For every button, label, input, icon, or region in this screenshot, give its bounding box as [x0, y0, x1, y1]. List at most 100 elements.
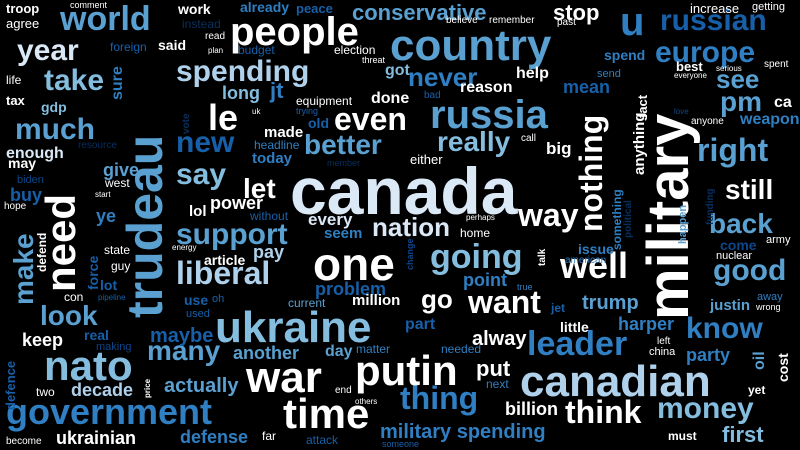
word-point: point: [463, 270, 507, 290]
word-lot: lot: [100, 277, 118, 293]
word-maybe: maybe: [150, 325, 214, 347]
word-le: le: [208, 97, 239, 138]
word-hope: hope: [4, 201, 27, 212]
word-got: got: [385, 62, 410, 79]
word-work: work: [178, 1, 211, 17]
word-lol: lol: [189, 203, 207, 220]
word-threat: threat: [362, 55, 386, 65]
word-mean: mean: [563, 77, 611, 97]
word-help: help: [516, 65, 549, 82]
word-issue: issue: [578, 241, 614, 257]
word-remember: remember: [489, 15, 535, 26]
word-read: read: [205, 31, 226, 42]
word-many: many: [147, 335, 221, 366]
word-old: old: [308, 115, 329, 131]
word-see: see: [716, 64, 760, 94]
word-defence: defence: [3, 360, 18, 410]
word-justin: justin: [710, 297, 750, 314]
word-election: election: [334, 43, 376, 57]
word-back: back: [709, 208, 773, 239]
word-made: made: [264, 124, 304, 141]
word-today: today: [252, 150, 293, 167]
word-life: life: [6, 73, 22, 87]
word-done: done: [371, 90, 410, 107]
word-part: part: [405, 316, 436, 333]
word-home: home: [460, 226, 491, 240]
word-getting: getting: [752, 1, 786, 13]
word-weapon: weapon: [740, 111, 800, 128]
word-buy: buy: [10, 185, 43, 205]
word-nuclear: nuclear: [716, 250, 753, 262]
word-start: start: [95, 190, 111, 199]
word-change: change: [405, 238, 415, 270]
word-love: love: [674, 107, 689, 116]
word-anyone: anyone: [691, 116, 724, 127]
word-make: make: [8, 233, 39, 305]
word-put: put: [476, 356, 511, 381]
word-think: think: [565, 394, 642, 430]
word-sure: sure: [109, 66, 126, 100]
word-west: west: [105, 176, 130, 190]
word-country: country: [390, 21, 552, 70]
word-price: price: [143, 378, 152, 398]
word-foreign: foreign: [110, 40, 147, 54]
word-already: already: [240, 0, 290, 15]
word-con: con: [64, 290, 84, 304]
word-support: support: [176, 218, 288, 251]
word-europe: europe: [655, 36, 756, 69]
word-billion: billion: [505, 399, 558, 419]
word-others: others: [355, 397, 378, 406]
word-current: current: [288, 296, 326, 310]
word-away: away: [757, 291, 783, 303]
word-know: know: [686, 312, 763, 345]
word-leader: leader: [527, 325, 628, 363]
word-come: come: [720, 237, 757, 253]
word-another: another: [233, 343, 300, 363]
word-energy: energy: [172, 243, 197, 252]
word-nothing: nothing: [573, 114, 609, 232]
word-actually: actually: [164, 375, 239, 397]
word-must: must: [668, 429, 697, 443]
word-believe: believe: [446, 15, 478, 26]
word-comment: comment: [70, 0, 108, 10]
word-long: long: [222, 83, 260, 103]
word-million: million: [352, 292, 401, 309]
word-people: people: [230, 10, 359, 54]
word-talk: talk: [537, 248, 548, 266]
word-defend: defend: [35, 232, 49, 272]
word-way: way: [518, 197, 579, 233]
word-past: past: [557, 17, 576, 28]
word-liberal: liberal: [176, 255, 271, 291]
word-guy: guy: [111, 259, 131, 273]
word-go: go: [421, 284, 453, 314]
word-cost: cost: [775, 353, 791, 382]
word-every: every: [308, 210, 353, 229]
word-enough: enough: [6, 145, 64, 162]
word-better: better: [304, 129, 382, 160]
word-army: army: [766, 234, 791, 246]
word-always: alway: [472, 328, 527, 350]
word-canadian: canadian: [520, 357, 711, 406]
word-serious: serious: [716, 64, 742, 73]
word-best: best: [676, 59, 703, 74]
word-call: call: [521, 133, 537, 144]
word-china: china: [649, 346, 676, 358]
word-member: member: [327, 158, 361, 168]
word-bad: bad: [424, 90, 441, 101]
word-even: even: [334, 101, 407, 137]
word-nato: nato: [44, 342, 133, 389]
word-time: time: [283, 390, 370, 437]
word-send: send: [597, 68, 621, 80]
word-defense: defense: [180, 427, 249, 447]
word-needed: needed: [441, 342, 482, 356]
word-want: want: [468, 284, 541, 320]
word-making: making: [96, 341, 132, 353]
word-little: little: [560, 319, 589, 335]
word-yet: yet: [748, 383, 766, 397]
word-stop: stop: [553, 0, 600, 25]
word-used: used: [186, 308, 210, 320]
word-oh: oh: [212, 293, 225, 305]
word-vote: vote: [181, 113, 192, 134]
word-happen: happen: [677, 204, 689, 244]
word-military-spending: military spending: [380, 421, 546, 443]
